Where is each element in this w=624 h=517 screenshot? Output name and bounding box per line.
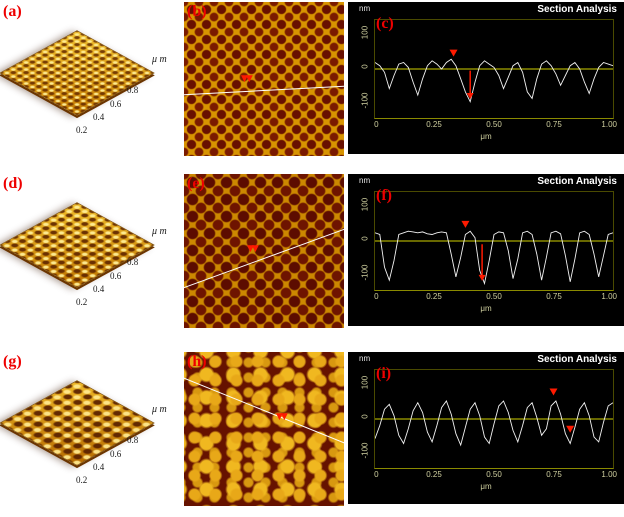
section-plot-area: 100 0 -100 xyxy=(361,191,614,291)
x-axis-tick: 0 xyxy=(374,470,379,479)
x-axis-tick: 1.00 xyxy=(601,292,617,301)
x-axis-tick: 1.00 xyxy=(601,470,617,479)
y-axis-tick: 100 xyxy=(360,197,370,212)
y-axis-tick: 0 xyxy=(360,414,370,419)
axis-tick: 0.6 xyxy=(110,271,122,281)
x-axis: 0 0.25 0.50 0.75 1.00 xyxy=(374,120,617,130)
panel-label: (h) xyxy=(187,353,207,370)
axis-tick: 0.8 xyxy=(127,257,139,267)
x-axis-tick: 0 xyxy=(374,120,379,129)
section-trace-chart xyxy=(375,388,613,447)
section-trace-chart xyxy=(375,220,613,286)
panel-label: (b) xyxy=(187,3,207,20)
section-title: Section Analysis xyxy=(537,354,617,365)
y-axis-tick: 0 xyxy=(360,236,370,241)
figure-row: (a) μ m 0.8 0.6 0.4 0.2 (b) ▼▼ nm Sectio… xyxy=(0,2,624,160)
x-axis-tick: 0.25 xyxy=(426,470,442,479)
x-unit-label: μm xyxy=(480,304,492,313)
panel-label: (i) xyxy=(376,365,392,382)
section-cut-line xyxy=(184,227,344,290)
afm-3d-surface xyxy=(0,380,155,466)
y-axis-tick: -100 xyxy=(360,92,370,109)
afm-3d-panel: (d) μ m 0.8 0.6 0.4 0.2 xyxy=(0,174,184,332)
x-axis-tick: 0.25 xyxy=(426,292,442,301)
axis-tick: 0.2 xyxy=(76,125,88,135)
section-header: nm Section Analysis xyxy=(348,4,617,15)
y-axis-tick: -100 xyxy=(360,264,370,281)
x-axis-tick: 0 xyxy=(374,292,379,301)
axis-unit-label: μ m xyxy=(152,404,167,415)
y-axis-tick: 0 xyxy=(360,64,370,69)
x-axis-tick: 0.25 xyxy=(426,120,442,129)
axis-tick: 0.2 xyxy=(76,297,88,307)
axis-tick: 0.4 xyxy=(93,462,105,472)
section-analysis-panel: nm Section Analysis (f) 100 0 -100 0 0.2… xyxy=(348,174,624,326)
x-unit-label: μm xyxy=(480,482,492,491)
y-unit-label: nm xyxy=(359,4,371,13)
x-axis: 0 0.25 0.50 0.75 1.00 xyxy=(374,470,617,480)
panel-label: (f) xyxy=(376,187,392,204)
panel-label: (c) xyxy=(376,15,394,32)
afm-2d-panel: (h) ▼▼ xyxy=(184,352,344,506)
cursor-marker-icon: ▼▼ xyxy=(247,244,259,254)
axis-unit-label: μ m xyxy=(152,226,167,237)
y-unit-label: nm xyxy=(359,354,371,363)
section-plot-area: 100 0 -100 xyxy=(361,369,614,469)
x-axis-tick: 1.00 xyxy=(601,120,617,129)
axis-tick: 0.4 xyxy=(93,112,105,122)
x-axis-tick: 0.50 xyxy=(486,120,502,129)
panel-label: (a) xyxy=(3,3,22,20)
axis-tick: 0.8 xyxy=(127,435,139,445)
panel-label: (g) xyxy=(3,353,22,370)
panel-label: (e) xyxy=(187,175,205,192)
section-trace-chart xyxy=(375,49,613,104)
figure-row: (d) μ m 0.8 0.6 0.4 0.2 (e) ▼▼ nm Sectio… xyxy=(0,174,624,332)
x-axis-tick: 0.50 xyxy=(486,470,502,479)
afm-2d-panel: (e) ▼▼ xyxy=(184,174,344,328)
section-cut-line xyxy=(184,377,344,444)
afm-3d-surface xyxy=(0,30,155,116)
section-cut-line xyxy=(184,85,344,96)
section-title: Section Analysis xyxy=(537,4,617,15)
x-axis-tick: 0.75 xyxy=(546,120,562,129)
cursor-marker-icon: ▼▼ xyxy=(276,412,288,422)
y-axis-tick: 100 xyxy=(360,25,370,40)
axis-tick: 0.2 xyxy=(76,475,88,485)
y-axis-tick: 100 xyxy=(360,375,370,390)
figure-row: (g) μ m 0.8 0.6 0.4 0.2 (h) ▼▼ nm Sectio… xyxy=(0,352,624,510)
x-axis-tick: 0.50 xyxy=(486,292,502,301)
axis-tick: 0.4 xyxy=(93,284,105,294)
axis-tick: 0.8 xyxy=(127,85,139,95)
y-unit-label: nm xyxy=(359,176,371,185)
section-plot-area: 100 0 -100 xyxy=(361,19,614,119)
x-axis-tick: 0.75 xyxy=(546,292,562,301)
section-analysis-panel: nm Section Analysis (c) 100 0 -100 0 0.2… xyxy=(348,2,624,154)
axis-tick: 0.6 xyxy=(110,99,122,109)
panel-label: (d) xyxy=(3,175,23,192)
cursor-marker-icon: ▼▼ xyxy=(241,74,253,84)
section-title: Section Analysis xyxy=(537,176,617,187)
y-axis-tick: -100 xyxy=(360,442,370,459)
x-axis-tick: 0.75 xyxy=(546,470,562,479)
section-header: nm Section Analysis xyxy=(348,176,617,187)
afm-3d-surface xyxy=(0,202,155,288)
afm-2d-panel: (b) ▼▼ xyxy=(184,2,344,156)
axis-unit-label: μ m xyxy=(152,54,167,65)
x-unit-label: μm xyxy=(480,132,492,141)
section-analysis-panel: nm Section Analysis (i) 100 0 -100 0 0.2… xyxy=(348,352,624,504)
afm-3d-panel: (a) μ m 0.8 0.6 0.4 0.2 xyxy=(0,2,184,160)
axis-tick: 0.6 xyxy=(110,449,122,459)
x-axis: 0 0.25 0.50 0.75 1.00 xyxy=(374,292,617,302)
afm-3d-panel: (g) μ m 0.8 0.6 0.4 0.2 xyxy=(0,352,184,510)
section-header: nm Section Analysis xyxy=(348,354,617,365)
